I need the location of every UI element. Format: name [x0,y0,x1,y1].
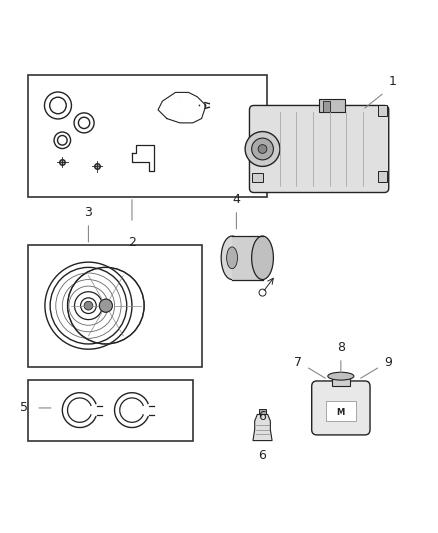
Bar [252,173,262,182]
Text: 3: 3 [85,206,92,219]
Bar [378,171,387,182]
FancyBboxPatch shape [250,106,389,192]
Text: 8: 8 [337,341,345,353]
Text: 6: 6 [258,410,266,423]
Polygon shape [253,415,272,441]
Bar [323,101,330,112]
Bar [28,379,193,441]
Ellipse shape [252,236,273,279]
Bar [28,75,267,197]
Bar [325,401,356,421]
Bar [378,106,387,116]
Text: 7: 7 [294,356,302,369]
Circle shape [245,132,280,166]
Bar [232,236,262,279]
Text: 2: 2 [128,236,136,249]
Bar [319,99,345,112]
Text: 1: 1 [389,75,397,88]
Bar [28,245,201,367]
Ellipse shape [221,236,243,279]
Ellipse shape [328,372,354,380]
Ellipse shape [226,247,237,269]
Text: 9: 9 [385,356,392,369]
Circle shape [258,144,267,154]
Text: 4: 4 [233,192,240,206]
Circle shape [252,138,273,160]
Text: M: M [337,408,345,417]
Bar [332,377,350,386]
Text: 6: 6 [258,449,266,462]
Text: 5: 5 [20,401,28,415]
Circle shape [84,301,93,310]
Bar [259,409,266,415]
Circle shape [99,299,113,312]
FancyBboxPatch shape [312,381,370,435]
